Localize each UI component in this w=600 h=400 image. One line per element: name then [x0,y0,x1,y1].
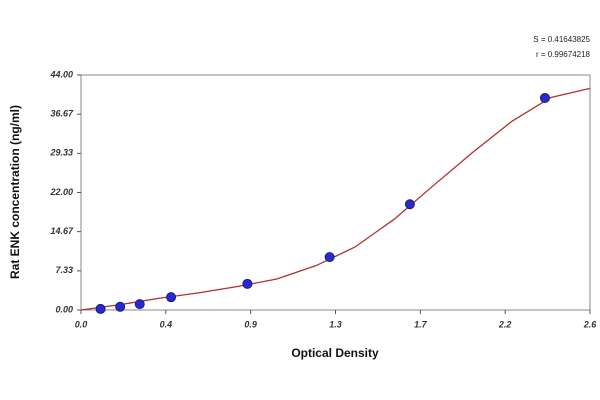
fit-curve [80,87,591,311]
data-point [115,301,126,312]
data-point [95,303,106,314]
x-tick-label: 1.3 [329,319,342,329]
x-tick-label: 2.2 [498,319,512,329]
x-tick-label: 0.0 [75,319,88,329]
x-axis-title: Optical Density [291,346,379,360]
x-tick-label: 0.4 [160,319,173,329]
plot-area [80,74,591,311]
data-point [404,199,415,210]
y-tick-label: 7.33 [55,265,73,275]
data-point [166,292,177,303]
y-tick-label: 29.33 [49,148,73,158]
y-tick-label: 36.67 [50,109,74,119]
y-tick-label: 14.67 [50,226,74,236]
x-tick-label: 2.6 [583,319,598,329]
x-tick-label: 1.7 [414,319,428,329]
annotation: r = 0.99674218 [536,50,591,59]
data-point [539,92,550,103]
x-tick-label: 0.9 [244,319,257,329]
y-tick-label: 22.00 [49,187,73,197]
y-tick-label: 44.00 [49,69,73,79]
y-axis-title: Rat ENK concentration (ng/ml) [8,105,22,279]
y-tick-label: 0.00 [55,304,73,314]
data-point [134,299,145,310]
annotation: S = 0.41643825 [533,35,590,44]
data-point [242,278,253,289]
data-point [324,252,335,263]
